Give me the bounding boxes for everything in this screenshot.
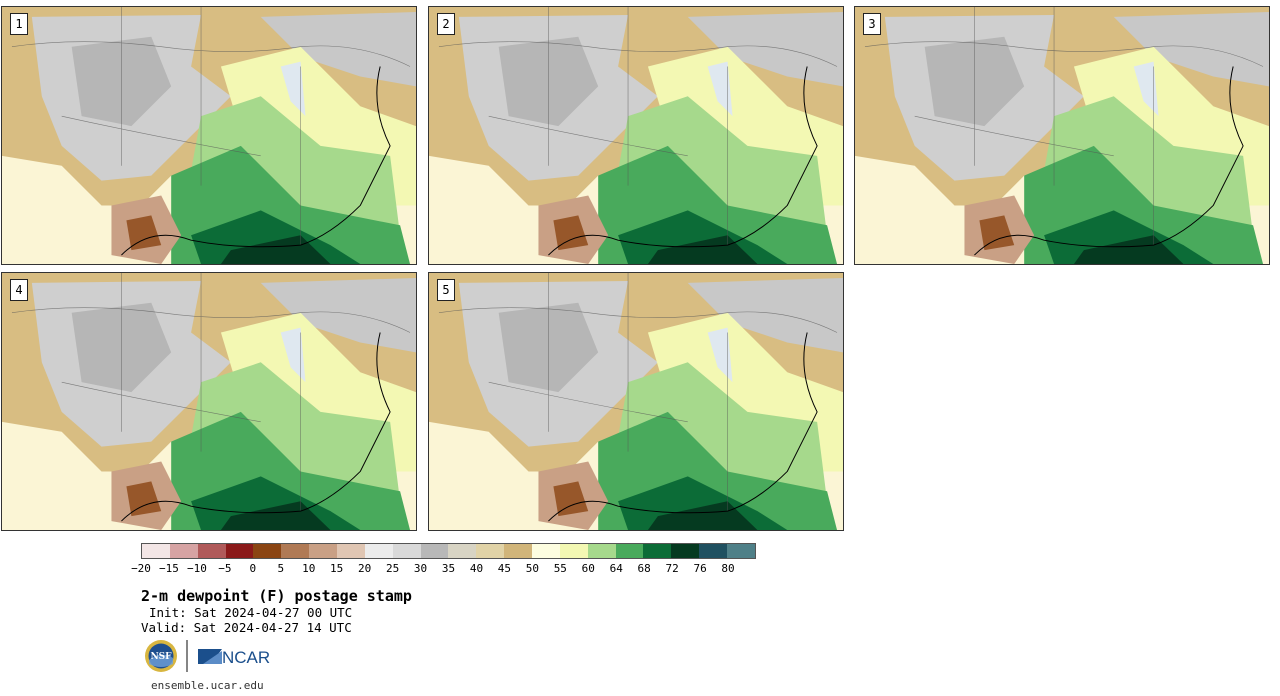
panel-number-label: 4 [10,279,28,301]
colorbar-swatch [476,544,505,558]
colorbar-tick-label: 72 [665,562,679,575]
colorbar-tick-label: −20 [131,562,151,575]
colorbar-swatch [532,544,560,558]
colorbar-swatch [197,544,226,558]
dewpoint-field-map [2,273,416,530]
dewpoint-field-map [2,7,416,264]
colorbar-swatch [504,544,533,558]
stamp-panel-3: 3 [854,6,1270,265]
init-time: Init: Sat 2024-04-27 00 UTC [149,605,353,620]
colorbar-swatch [142,544,170,558]
colorbar-tick-label: 55 [553,562,567,575]
colorbar-tick-label: 40 [469,562,484,575]
colorbar-swatch [671,544,700,558]
stamp-panel-4: 4 [1,272,417,531]
colorbar-tick-label: −10 [186,562,207,575]
colorbar-swatch [587,544,616,558]
colorbar-tick-label: 30 [413,562,428,575]
ncar-logo-text: NCAR [222,648,270,667]
colorbar-tick-label: 25 [385,562,400,575]
colorbar-tick-label: 60 [581,562,595,575]
panel-number-label: 5 [437,279,455,301]
figure-title: 2-m dewpoint (F) postage stamp [141,587,412,605]
colorbar-swatch [337,544,365,558]
colorbar-tick-label: 64 [609,562,623,575]
nsf-logo-text: NSF [150,652,172,662]
colorbar-tick-label: 15 [330,562,344,575]
colorbar-swatch [225,544,254,558]
colorbar-tick-label: 20 [358,562,372,575]
website-url: ensemble.ucar.edu [151,679,264,692]
panel-number-label: 2 [437,13,455,35]
colorbar-tick-label: −5 [218,562,232,575]
colorbar-swatch [420,544,449,558]
sponsor-logos: NSF NCAR [143,638,283,674]
colorbar-tick-label: 80 [721,562,735,575]
colorbar-tick-label: −15 [159,562,179,575]
colorbar-tick-label: 45 [497,562,512,575]
colorbar-tick-label: 5 [277,562,285,575]
colorbar-swatch [281,544,310,558]
colorbar-tick-label: 50 [525,562,539,575]
colorbar-swatch [699,544,728,558]
dewpoint-field-map [429,7,843,264]
colorbar-swatch [392,544,421,558]
stamp-panel-2: 2 [428,6,844,265]
nsf-logo-icon: NSF [145,640,177,672]
colorbar-swatch [448,544,477,558]
panel-number-label: 1 [10,13,28,35]
colorbar-tick-label: 35 [441,562,456,575]
dewpoint-colorbar [141,543,756,559]
colorbar-tick-label: 10 [302,562,316,575]
colorbar-swatch [309,544,338,558]
colorbar-swatch [253,544,282,558]
colorbar-swatch [169,544,198,558]
colorbar-tick-label: 76 [693,562,707,575]
colorbar-swatch [559,544,588,558]
colorbar-tick-label: 0 [249,562,257,575]
dewpoint-field-map [855,7,1269,264]
colorbar-tick-labels: −20 −15 −10 −5 0 5 10 15 20 25 30 35 40 45 50 55 60 64 68 7… [131,562,756,576]
panel-number-label: 3 [863,13,881,35]
colorbar-tick-label: 68 [637,562,651,575]
ncar-logo-icon: NCAR [198,648,270,667]
colorbar-swatch [615,544,644,558]
stamp-panel-1: 1 [1,6,417,265]
stamp-panel-5: 5 [428,272,844,531]
dewpoint-field-map [429,273,843,530]
colorbar-swatch [643,544,672,558]
colorbar-swatch [364,544,393,558]
valid-time: Valid: Sat 2024-04-27 14 UTC [141,620,352,635]
colorbar-swatch [727,544,755,558]
